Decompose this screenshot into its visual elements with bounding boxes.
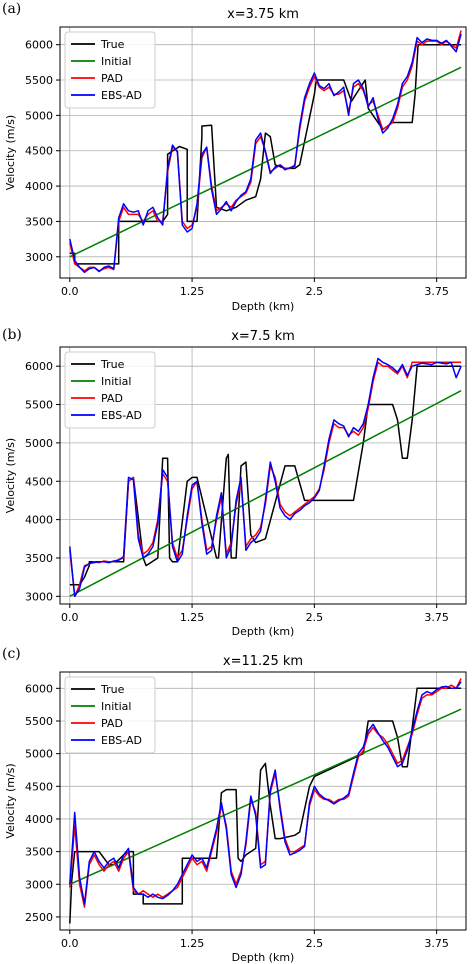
x-axis-label: Depth (km) [232, 951, 295, 964]
y-axis-label: Velocity (m/s) [4, 115, 17, 190]
x-tick-label: 3.75 [424, 937, 449, 950]
x-axis-label: Depth (km) [232, 300, 295, 313]
chart-title: x=7.5 km [231, 329, 295, 344]
plot-frame [59, 346, 467, 605]
series-line-initial [69, 708, 462, 885]
x-tick-label: 1.25 [180, 937, 205, 950]
x-tick-label: 2.5 [306, 611, 324, 624]
plot-frame [59, 671, 467, 931]
y-tick-label: 4000 [25, 813, 53, 826]
legend-label: PAD [101, 717, 123, 730]
y-tick-label: 3500 [25, 552, 53, 565]
plot-area [69, 678, 462, 924]
series-line-ebs-ad [69, 33, 462, 274]
chart-panel-3: (c) x=11.25 km 0.0 1.25 2.5 3.75 2500 3000 3500 4… [2, 646, 467, 964]
y-tick-label: 5000 [25, 109, 53, 122]
y-tick-label: 3500 [25, 846, 53, 859]
y-tick-label: 2500 [25, 911, 53, 924]
series-line-initial [69, 66, 462, 258]
legend-box [64, 31, 156, 109]
chart-panel-2: (b) x=7.5 km 0.0 1.25 2.5 3.75 3000 3500 4000 450… [2, 327, 467, 638]
legend-label: EBS-AD [101, 409, 142, 422]
y-tick-label: 3000 [25, 878, 53, 891]
x-axis-label: Depth (km) [232, 625, 295, 638]
legend-label: True [100, 358, 125, 371]
y-tick-label: 5000 [25, 437, 53, 450]
y-tick-label: 4000 [25, 180, 53, 193]
y-tick-label: 3000 [25, 251, 53, 264]
plot-area [69, 30, 462, 274]
chart-title: x=3.75 km [227, 7, 299, 22]
x-tick-label: 3.75 [424, 611, 449, 624]
series-line-true [69, 365, 462, 586]
y-tick-label: 4500 [25, 780, 53, 793]
legend-box [64, 676, 156, 754]
x-tick-label: 1.25 [180, 611, 205, 624]
legend-box [64, 351, 156, 429]
x-tick-label: 2.5 [306, 937, 324, 950]
legend-label: Initial [101, 55, 131, 68]
panel-label: (a) [2, 1, 21, 17]
y-tick-label: 6000 [25, 360, 53, 373]
legend: True Initial PAD EBS-AD [64, 676, 156, 754]
y-tick-label: 3500 [25, 215, 53, 228]
legend-label: True [100, 38, 125, 51]
y-tick-label: 4000 [25, 514, 53, 527]
y-tick-label: 4500 [25, 145, 53, 158]
y-tick-label: 6000 [25, 682, 53, 695]
y-tick-label: 5500 [25, 715, 53, 728]
legend: True Initial PAD EBS-AD [64, 31, 156, 109]
series-line-ebs-ad [69, 357, 462, 598]
x-tick-label: 3.75 [424, 285, 449, 298]
y-tick-label: 4500 [25, 475, 53, 488]
series-line-ebs-ad [69, 681, 462, 905]
chart-panel-1: (a) x=3.75 km 0.0 1.25 2.5 3.75 3000 3500 4000 45… [2, 1, 467, 313]
y-tick-label: 3000 [25, 590, 53, 603]
y-tick-label: 5000 [25, 748, 53, 761]
plot-area [69, 357, 462, 598]
chart-title: x=11.25 km [223, 654, 303, 669]
series-line-initial [69, 390, 462, 597]
y-tick-label: 5500 [25, 74, 53, 87]
y-tick-label: 5500 [25, 399, 53, 412]
x-tick-label: 0.0 [61, 611, 79, 624]
panel-label: (b) [2, 327, 22, 343]
plot-frame [59, 26, 467, 279]
x-tick-label: 1.25 [180, 285, 205, 298]
legend-label: Initial [101, 375, 131, 388]
legend-label: EBS-AD [101, 734, 142, 747]
legend-label: EBS-AD [101, 89, 142, 102]
legend-label: Initial [101, 700, 131, 713]
legend-label: True [100, 683, 125, 696]
x-tick-label: 0.0 [61, 937, 79, 950]
series-line-true [69, 43, 462, 265]
legend-label: PAD [101, 392, 123, 405]
x-tick-label: 2.5 [306, 285, 324, 298]
x-tick-label: 0.0 [61, 285, 79, 298]
legend: True Initial PAD EBS-AD [64, 351, 156, 429]
panel-label: (c) [2, 646, 21, 662]
y-tick-label: 6000 [25, 39, 53, 52]
legend-label: PAD [101, 72, 123, 85]
y-axis-label: Velocity (m/s) [4, 763, 17, 838]
y-axis-label: Velocity (m/s) [4, 438, 17, 513]
